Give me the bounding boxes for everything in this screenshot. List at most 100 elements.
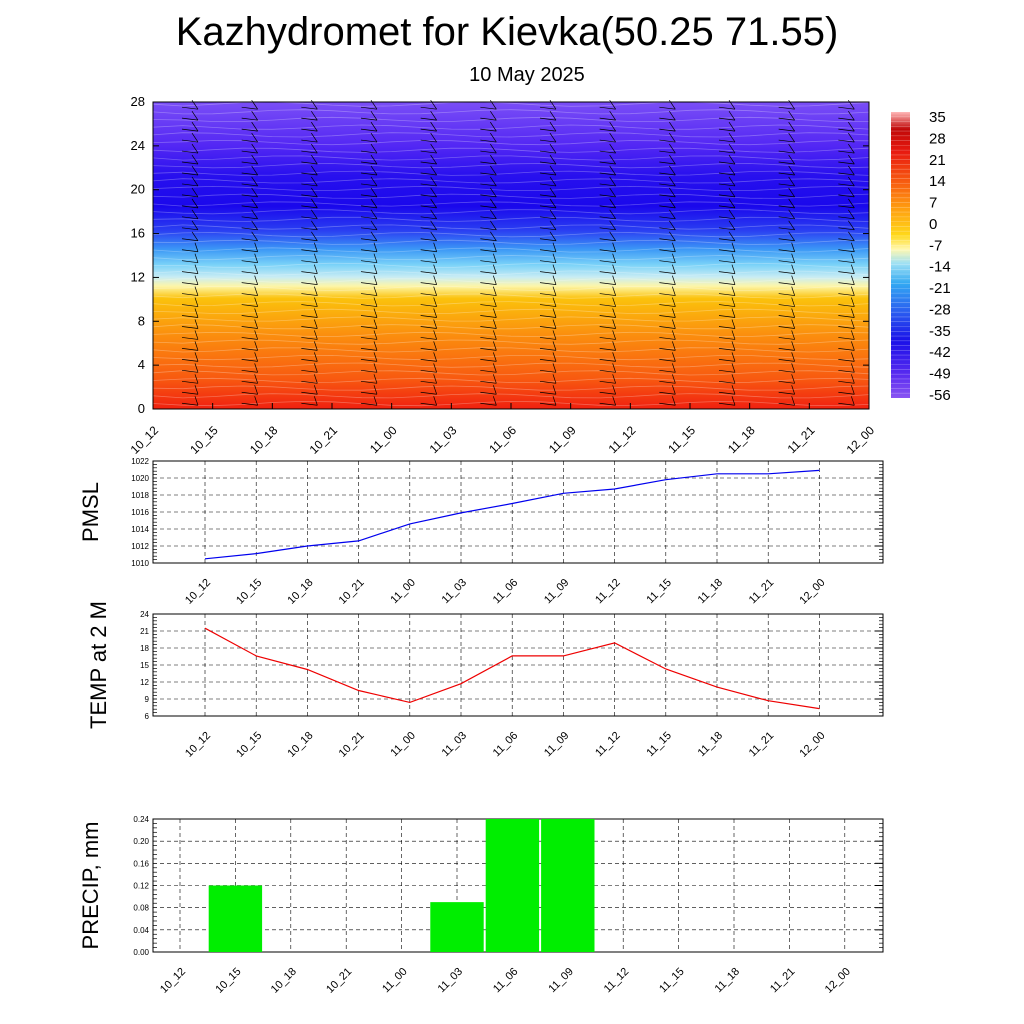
wind-barb-flag	[599, 271, 616, 275]
wind-barb-flag	[599, 337, 616, 340]
wind-barb-flag	[718, 293, 736, 296]
wind-barb-staff	[311, 132, 318, 143]
wind-barb-staff	[728, 209, 736, 220]
wind-barb-flag	[599, 150, 616, 154]
wind-barb-staff	[672, 286, 676, 296]
wind-barb-flag	[599, 369, 616, 373]
wind-barb-flag	[838, 348, 855, 351]
wind-barb-flag	[241, 293, 258, 296]
wind-barb-flag	[301, 150, 318, 154]
wind-barb-staff	[493, 330, 497, 340]
wind-barb-staff	[373, 308, 378, 318]
wind-barb-staff	[370, 121, 378, 132]
wind-barb-staff	[314, 264, 318, 274]
wind-barb-staff	[791, 396, 795, 406]
wind-barb-flag	[480, 271, 497, 275]
wind-barb-flag	[838, 293, 855, 296]
wind-barb-flag	[718, 271, 736, 275]
wind-barb-flag	[480, 205, 497, 209]
wind-barb-staff	[552, 374, 557, 384]
wind-barb-flag	[181, 194, 199, 198]
wind-barb-flag	[181, 260, 199, 264]
wind-barb-flag	[718, 391, 736, 395]
wind-barb-flag	[599, 172, 616, 176]
wind-barb-staff	[791, 286, 795, 296]
wind-barb-staff	[430, 209, 437, 220]
colorbar-label: -56	[929, 387, 951, 404]
y-tick-label: 15	[140, 661, 149, 670]
wind-barb-staff	[788, 220, 795, 230]
x-tick-label: 12_00	[797, 577, 827, 607]
wind-barb-staff	[672, 264, 676, 274]
wind-barb-flag	[718, 348, 736, 351]
wind-barb-flag	[539, 282, 557, 285]
wind-barb-flag	[539, 106, 557, 110]
contour-line	[152, 247, 870, 253]
wind-barb-flag	[480, 128, 497, 132]
wind-barb-staff	[314, 396, 318, 406]
wind-barb-staff	[552, 253, 557, 263]
wind-barb-flag	[241, 238, 258, 242]
y-tick-label: 1014	[131, 525, 149, 534]
wind-barb-staff	[672, 352, 676, 362]
wind-barb-staff	[549, 110, 557, 121]
wind-barb-staff	[194, 253, 199, 263]
wind-barb-flag	[599, 348, 616, 351]
wind-barb-flag	[718, 194, 736, 198]
wind-barb-flag	[360, 117, 378, 121]
wind-barb-flag	[718, 150, 736, 154]
y-tick-label: 0.08	[133, 904, 149, 913]
wind-barb-flag	[539, 293, 557, 296]
wind-barb-staff	[669, 110, 676, 121]
wind-barb-staff	[731, 396, 736, 406]
wind-barb-flag	[181, 249, 199, 253]
wind-barb-staff	[311, 110, 318, 121]
wind-barb-staff	[609, 209, 616, 220]
wind-barb-flag	[301, 227, 318, 231]
contour-line	[152, 347, 870, 353]
x-tick-label: 11_00	[388, 730, 418, 760]
wind-barb-flag	[181, 293, 199, 296]
wind-barb-flag	[360, 315, 378, 318]
wind-barb-staff	[851, 264, 855, 274]
wind-barb-flag	[599, 315, 616, 318]
colorbar-separators	[891, 116, 910, 394]
x-tick-label: 10_12	[183, 730, 213, 760]
wind-barb-flag	[420, 380, 437, 384]
wind-barb-flag	[838, 369, 855, 373]
wind-barb-staff	[370, 143, 378, 154]
y-tick-label: 0.24	[133, 815, 149, 824]
wind-barb-staff	[254, 297, 258, 307]
wind-barb-staff	[731, 253, 736, 263]
wind-barb-staff	[311, 209, 318, 220]
wind-barb-staff	[731, 374, 736, 384]
wind-barb-staff	[490, 220, 497, 230]
wind-barb-flag	[480, 139, 497, 143]
wind-barb-flag	[539, 326, 557, 329]
wind-barb-flag	[360, 348, 378, 351]
y-tick-label: 0.20	[133, 837, 149, 846]
temperature-panel: 6 9 12 15 18 21 24 10_12 10_15 10_18 10_21 11_00 11_…	[86, 601, 884, 760]
wind-barb-flag	[301, 194, 318, 198]
wind-barb-staff	[254, 286, 258, 296]
wind-barb-flag	[420, 117, 437, 121]
y-tick-label: 21	[140, 627, 149, 636]
wind-barb-staff	[493, 319, 497, 329]
wind-barb-flag	[539, 172, 557, 176]
wind-barb-flag	[241, 260, 258, 264]
wind-barb-staff	[254, 385, 258, 395]
wind-barb-staff	[791, 330, 795, 340]
wind-barb-flag	[718, 205, 736, 209]
wind-barb-flag	[241, 205, 258, 209]
wind-barb-staff	[549, 220, 557, 230]
wind-barb-flag	[539, 238, 557, 242]
wind-barb-flag	[838, 205, 855, 209]
wind-barb-staff	[311, 121, 318, 132]
wind-barb-flag	[360, 369, 378, 373]
wind-barb-staff	[612, 308, 616, 318]
contour-line	[152, 270, 870, 276]
wind-barb-flag	[778, 402, 795, 406]
wind-barb-staff	[493, 396, 497, 406]
wind-barb-flag	[360, 216, 378, 220]
contour-line	[152, 116, 870, 123]
